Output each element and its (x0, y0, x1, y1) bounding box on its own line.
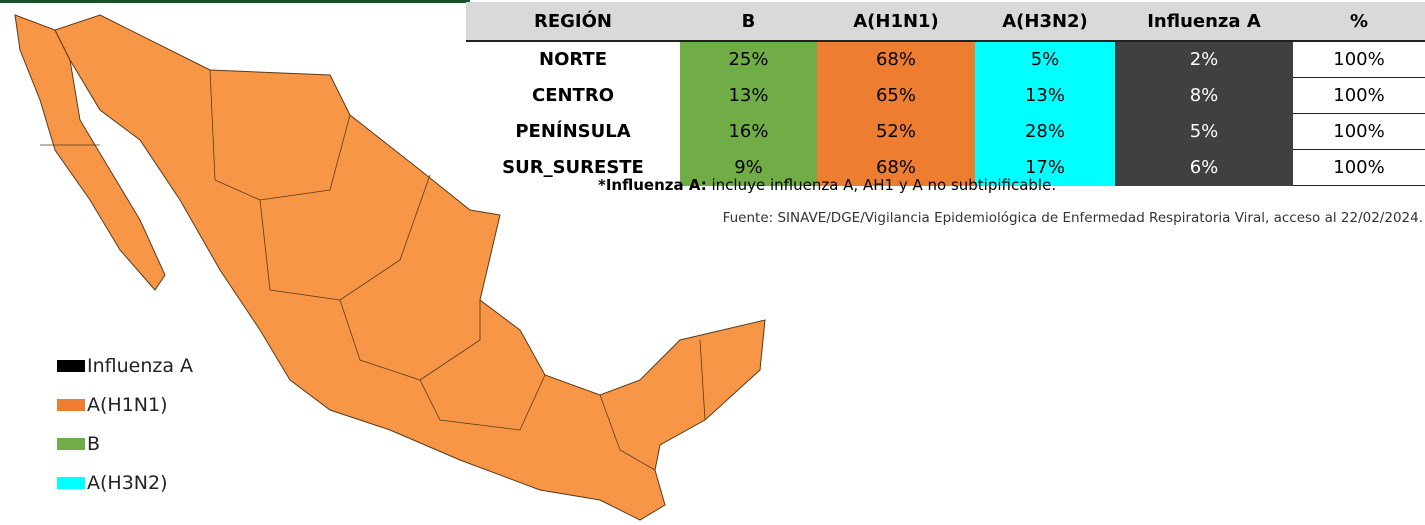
table-row: CENTRO 13% 65% 13% 8% 100% (466, 77, 1425, 114)
header-cell: A(H3N2) (975, 2, 1115, 42)
header-cell: Influenza A (1115, 2, 1293, 42)
value-cell: 8% (1115, 77, 1293, 114)
value-cell: 100% (1293, 149, 1425, 186)
legend-swatch (57, 360, 85, 372)
note-text: incluye influenza A, AH1 y A no subtipif… (711, 176, 1057, 194)
value-cell: 5% (1115, 113, 1293, 150)
baja-california (14, 14, 166, 291)
legend-swatch (57, 399, 85, 411)
value-cell: 9% (680, 149, 817, 186)
map (14, 14, 766, 521)
legend-item: Influenza A (57, 355, 193, 377)
legend-swatch (57, 477, 85, 489)
region-cell: NORTE (539, 49, 607, 71)
value-cell: 6% (1115, 149, 1293, 186)
legend-item: B (57, 433, 100, 455)
header-cell: REGIÓN (466, 2, 680, 42)
legend-label: A(H1N1) (87, 394, 168, 416)
value-cell: 25% (680, 41, 817, 78)
value-cell: 65% (817, 77, 975, 114)
region-cell: PENÍNSULA (515, 121, 631, 142)
value-cell: 100% (1293, 41, 1425, 78)
source: Fuente: SINAVE/DGE/Vigilancia Epidemioló… (722, 210, 1423, 226)
region-cell: CENTRO (531, 85, 614, 106)
legend-item: A(H1N1) (57, 394, 168, 416)
legend-label: B (87, 433, 101, 455)
value-cell: 68% (817, 41, 975, 78)
value-cell: 13% (680, 77, 817, 114)
value-cell: 2% (1115, 41, 1293, 78)
header-cell: A(H1N1) (817, 2, 975, 42)
note-label: *Influenza A: (598, 176, 707, 194)
table-row: SUR_SURESTE 9% 68% 17% 6% 100% (466, 149, 1425, 186)
header-cell: B (680, 2, 817, 42)
legend-label: Influenza A (87, 355, 194, 377)
value-cell: 100% (1293, 113, 1425, 150)
legend-item: A(H3N2) (57, 472, 168, 494)
legend-swatch (57, 438, 85, 450)
legend-label: A(H3N2) (87, 472, 168, 494)
value-cell: 13% (975, 77, 1115, 114)
table-row: PENÍNSULA 16% 52% 28% 5% 100% (466, 113, 1425, 150)
value-cell: 17% (975, 149, 1115, 186)
note: *Influenza A: incluye influenza A, AH1 y… (598, 176, 1056, 194)
value-cell: 52% (817, 113, 975, 150)
data-table: REGIÓN B A(H1N1) A(H3N2) Influenza A% NORTE 25… (466, 2, 1425, 186)
table-row: NORTE 25% 68% 5% 2% 100% (466, 41, 1425, 78)
region-cell: SUR_SURESTE (502, 157, 644, 178)
value-cell: 68% (817, 149, 975, 186)
top-rule (0, 0, 470, 3)
value-cell: 100% (1293, 77, 1425, 114)
state-borders (40, 69, 706, 471)
header-cell: % (1293, 2, 1425, 42)
value-cell: 5% (975, 41, 1115, 78)
header-row: REGIÓN B A(H1N1) A(H3N2) Influenza A% (466, 2, 1425, 42)
value-cell: 28% (975, 113, 1115, 150)
mainland (54, 14, 766, 521)
value-cell: 16% (680, 113, 817, 150)
